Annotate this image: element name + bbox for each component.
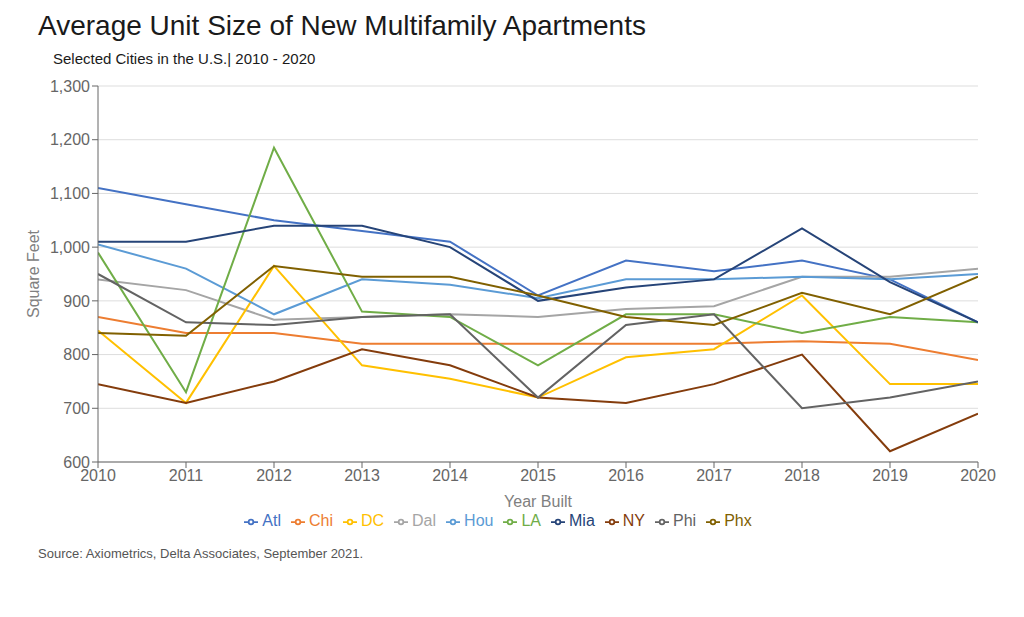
svg-text:700: 700 [63, 400, 90, 417]
svg-text:2018: 2018 [784, 467, 820, 484]
svg-text:2011: 2011 [169, 467, 204, 484]
html-text:Average Unit Size of New Multi: Average Unit Size of New Multifamily Apa… [38, 10, 646, 41]
svg-text:2012: 2012 [256, 467, 292, 484]
html-text:Phx: Phx [724, 512, 752, 529]
svg-text:1,300: 1,300 [50, 78, 90, 95]
html-text:Mia: Mia [569, 512, 595, 529]
svg-text:1,100: 1,100 [50, 185, 90, 202]
html-text:Hou: Hou [464, 512, 494, 529]
html-text:NY: NY [622, 512, 645, 529]
svg-text:2014: 2014 [432, 467, 468, 484]
html-text:Phi: Phi [673, 512, 697, 529]
html-text:DC: DC [361, 512, 385, 529]
svg-text:600: 600 [63, 454, 90, 471]
svg-text:1,000: 1,000 [50, 239, 90, 256]
html-text:Selected Cities in the U.S.| 2: Selected Cities in the U.S.| 2010 - 2020 [53, 50, 316, 67]
svg-text:2019: 2019 [872, 467, 908, 484]
html-text:Source: Axiometrics, Delta Ass: Source: Axiometrics, Delta Associates, S… [38, 546, 364, 561]
svg-text:2010: 2010 [80, 467, 116, 485]
html-text:Atl: Atl [262, 512, 281, 529]
html-text:Chi: Chi [308, 512, 333, 529]
svg-text:1,200: 1,200 [50, 131, 90, 148]
svg-text:2013: 2013 [344, 467, 380, 484]
svg-text:900: 900 [63, 293, 90, 310]
svg-text:2016: 2016 [608, 467, 644, 484]
svg-text:2017: 2017 [696, 467, 732, 484]
svg-text:2020: 2020 [960, 467, 996, 484]
html-text:LA: LA [521, 512, 541, 529]
svg-text:800: 800 [63, 346, 90, 363]
html-text:Dal: Dal [412, 512, 437, 529]
svg-text:2015: 2015 [520, 467, 556, 484]
svg-text:Square Feet: Square Feet [25, 229, 42, 318]
svg-text:Year Built: Year Built [504, 493, 572, 510]
